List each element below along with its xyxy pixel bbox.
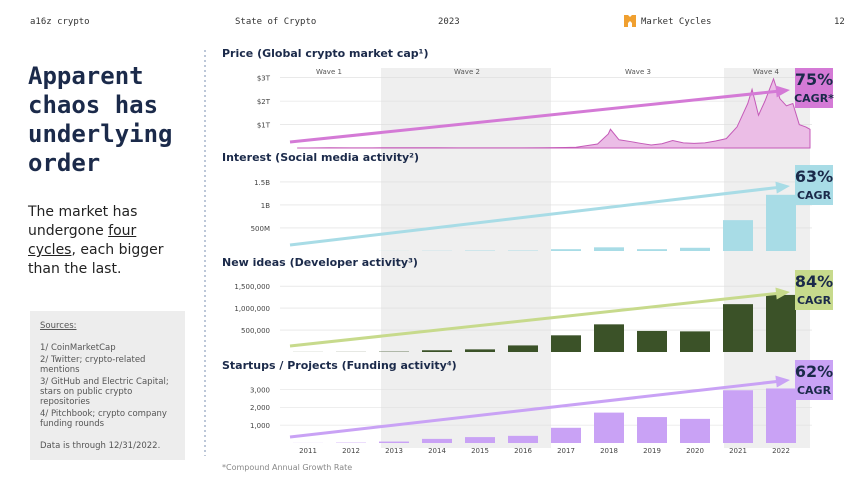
x-tick-label: 2013 <box>385 447 403 455</box>
bar <box>379 441 409 443</box>
section: Market Cycles <box>641 17 712 27</box>
cagr-label: CAGR* <box>794 92 834 105</box>
bar <box>637 417 667 443</box>
sources-note: Data is through 12/31/2022. <box>40 441 161 451</box>
cagr-box <box>795 68 833 108</box>
arrow-head <box>775 375 790 388</box>
headline: Apparent chaos has underlying order <box>28 62 173 177</box>
wave-label: Wave 3 <box>625 68 651 76</box>
cagr-box <box>795 360 833 400</box>
trend-arrow <box>289 185 781 247</box>
arrow-head <box>775 181 790 194</box>
x-tick-label: 2015 <box>471 447 489 455</box>
bar <box>766 294 796 352</box>
wave-label: Wave 4 <box>753 68 779 76</box>
arrow-head <box>775 287 790 300</box>
y-tick-label: 1,000,000 <box>234 305 270 313</box>
chart-title: New ideas (Developer activity³) <box>222 256 418 269</box>
trend-arrow <box>289 291 781 348</box>
x-tick-label: 2014 <box>428 447 446 455</box>
x-tick-label: 2018 <box>600 447 618 455</box>
x-tick-label: 2017 <box>557 447 575 455</box>
y-tick-label: 1.5B <box>254 179 270 187</box>
trend-arrow <box>289 89 781 144</box>
y-tick-label: 1,000 <box>250 422 270 430</box>
bar <box>637 330 667 352</box>
y-tick-label: 500M <box>251 225 270 233</box>
bar <box>766 194 796 251</box>
bar <box>551 249 581 251</box>
footnote: *Compound Annual Growth Rate <box>222 463 352 472</box>
source: 3/ GitHub and Electric Capital; stars on… <box>40 377 169 407</box>
brand: a16z crypto <box>30 17 90 27</box>
x-tick-label: 2022 <box>772 447 790 455</box>
bar <box>551 427 581 443</box>
source: 1/ CoinMarketCap <box>40 343 116 353</box>
body-part: The market has undergone <box>28 204 138 239</box>
sources-box: Sources: 1/ CoinMarketCap 2/ Twitter; cr… <box>30 311 185 460</box>
cagr-label: CAGR <box>797 294 832 307</box>
sources-title: Sources: <box>40 321 77 331</box>
wave-label: Wave 1 <box>316 68 342 76</box>
bar <box>465 349 495 352</box>
wave-band <box>381 68 551 448</box>
bar <box>680 418 710 443</box>
bar <box>723 390 753 443</box>
year: 2023 <box>438 17 460 27</box>
y-tick-label: $3T <box>257 75 271 83</box>
page-number: 12 <box>834 17 845 27</box>
cagr-value: 75% <box>795 70 833 89</box>
cagr-value: 84% <box>795 272 833 291</box>
source: 4/ Pitchbook; crypto company funding rou… <box>40 409 167 429</box>
bar <box>680 247 710 251</box>
cagr-value: 62% <box>795 362 833 381</box>
y-tick-label: 2,000 <box>250 404 270 412</box>
report: State of Crypto <box>235 17 317 27</box>
body-emphasis: four cycles <box>28 223 137 258</box>
x-tick-label: 2021 <box>729 447 747 455</box>
logo <box>624 15 636 27</box>
chart-title: Interest (Social media activity²) <box>222 151 419 164</box>
chart-title: Price (Global crypto market cap¹) <box>222 47 429 60</box>
source: 2/ Twitter; crypto-related mentions <box>40 355 146 375</box>
bar <box>508 345 538 352</box>
bar <box>594 324 624 352</box>
cagr-label: CAGR <box>797 189 832 202</box>
body-text: The market has undergone four cycles, ea… <box>28 203 168 279</box>
bar <box>594 247 624 251</box>
arrow-head <box>775 85 790 98</box>
bar <box>465 437 495 443</box>
cagr-box <box>795 165 833 205</box>
bar <box>723 220 753 251</box>
bar <box>766 388 796 443</box>
trend-arrow <box>289 379 781 439</box>
bar <box>637 249 667 251</box>
x-tick-label: 2016 <box>514 447 532 455</box>
bar <box>508 435 538 443</box>
cagr-value: 63% <box>795 167 833 186</box>
wave-label: Wave 2 <box>454 68 480 76</box>
x-tick-label: 2011 <box>299 447 317 455</box>
y-tick-label: 500,000 <box>241 327 270 335</box>
bar <box>680 331 710 352</box>
y-tick-label: 1,500,000 <box>234 283 270 291</box>
cagr-box <box>795 270 833 310</box>
bar <box>422 438 452 443</box>
bar <box>551 335 581 352</box>
body-part: , each bigger than the last. <box>28 242 164 277</box>
bar <box>594 412 624 443</box>
x-tick-label: 2020 <box>686 447 704 455</box>
y-tick-label: $1T <box>257 122 271 130</box>
bar <box>422 350 452 352</box>
x-tick-label: 2012 <box>342 447 360 455</box>
y-tick-label: 1B <box>261 202 270 210</box>
x-tick-label: 2019 <box>643 447 661 455</box>
bar <box>723 304 753 352</box>
cagr-label: CAGR <box>797 384 832 397</box>
y-tick-label: $2T <box>257 98 271 106</box>
chart-title: Startups / Projects (Funding activity⁴) <box>222 359 457 372</box>
y-tick-label: 3,000 <box>250 386 270 394</box>
